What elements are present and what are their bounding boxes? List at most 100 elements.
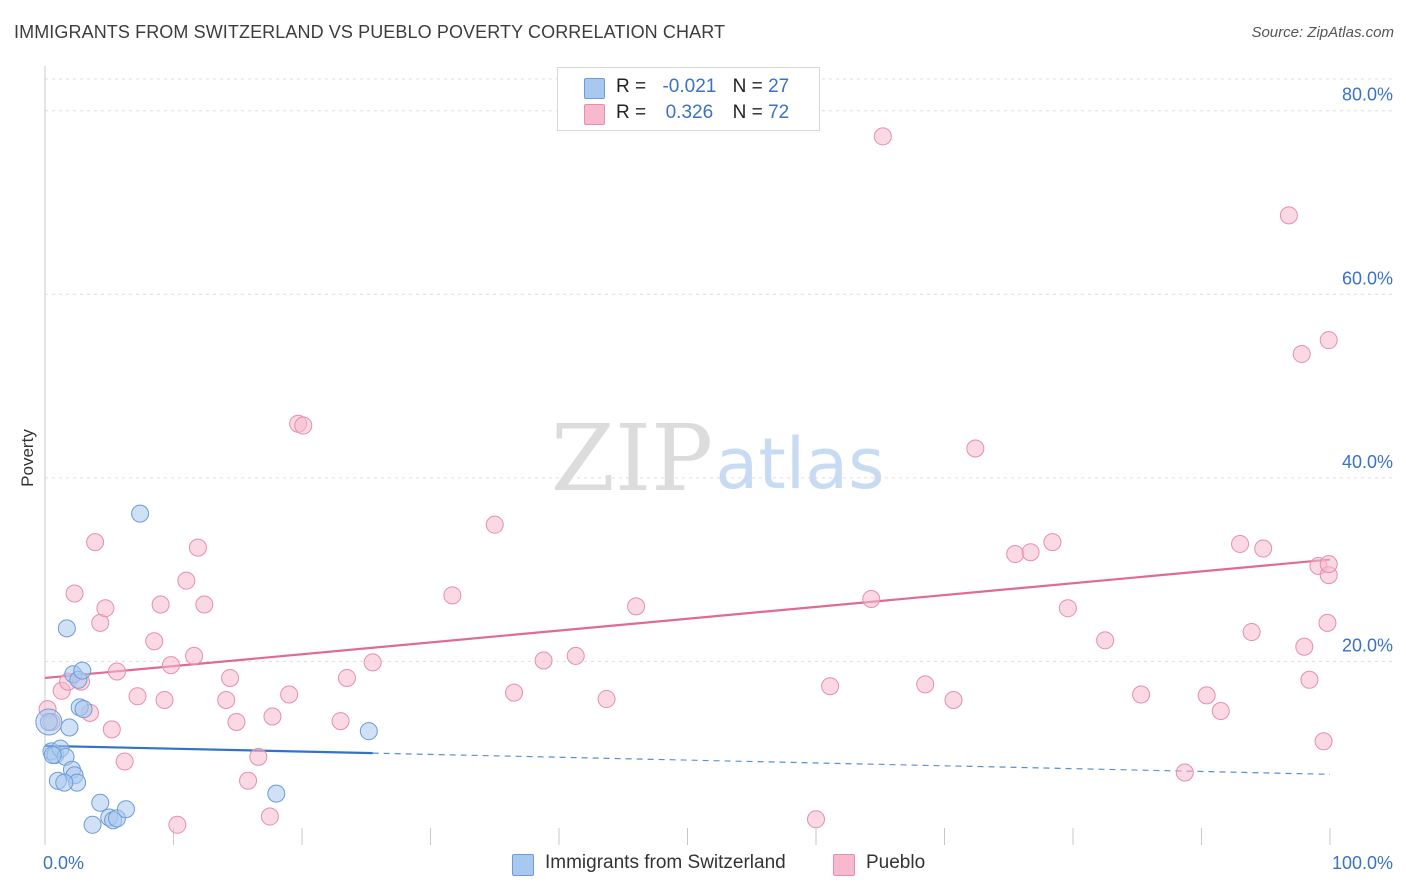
point-pueblo xyxy=(534,651,553,670)
point-switzerland xyxy=(60,718,79,737)
legend-r-value: 0.326 xyxy=(665,102,714,123)
point-switzerland xyxy=(55,773,74,792)
legend-r-label: R = xyxy=(616,76,647,97)
gridlines xyxy=(45,78,1392,662)
point-pueblo xyxy=(443,586,462,605)
point-pueblo xyxy=(566,646,585,665)
trend-line-switzerland xyxy=(44,744,373,755)
point-pueblo xyxy=(1279,206,1298,225)
point-switzerland xyxy=(74,700,93,719)
bottom-legend-swatch-blue xyxy=(512,854,534,876)
legend-n-value: 72 xyxy=(768,102,790,123)
point-pueblo xyxy=(168,815,187,834)
point-pueblo xyxy=(227,713,246,732)
bottom-legend-label: Immigrants from Switzerland xyxy=(545,852,786,873)
point-pueblo xyxy=(128,687,147,706)
point-pueblo xyxy=(294,416,313,435)
trend-line-pueblo xyxy=(44,558,1331,680)
trend-line-switzerland-dashed xyxy=(372,752,1331,775)
point-pueblo xyxy=(221,668,240,687)
point-pueblo xyxy=(260,807,279,826)
point-pueblo xyxy=(1197,686,1216,705)
point-pueblo xyxy=(151,595,170,614)
point-pueblo xyxy=(280,685,299,704)
point-switzerland xyxy=(57,619,76,638)
point-pueblo xyxy=(1132,685,1151,704)
chart-title: IMMIGRANTS FROM SWITZERLAND VS PUEBLO PO… xyxy=(14,22,726,42)
point-pueblo xyxy=(217,690,236,709)
point-pueblo xyxy=(1211,701,1230,720)
y-tick-label: 20.0% xyxy=(1342,635,1393,655)
point-switzerland xyxy=(43,746,62,765)
point-pueblo xyxy=(145,632,164,651)
point-pueblo xyxy=(1175,763,1194,782)
legend-n-label: N = xyxy=(732,76,763,97)
point-pueblo xyxy=(485,515,504,534)
point-pueblo xyxy=(597,690,616,709)
point-pueblo xyxy=(188,538,207,557)
point-pueblo xyxy=(1314,732,1333,751)
legend-r-label: R = xyxy=(616,102,647,123)
point-switzerland xyxy=(91,793,110,812)
trend-lines xyxy=(44,558,1331,775)
point-pueblo xyxy=(1292,344,1311,363)
point-pueblo xyxy=(916,675,935,694)
y-tick-label: 40.0% xyxy=(1342,452,1393,472)
point-pueblo xyxy=(239,771,258,790)
point-pueblo xyxy=(1319,331,1338,350)
legend-r-value: -0.021 xyxy=(662,76,717,97)
point-pueblo xyxy=(249,747,268,766)
legend-n-label: N = xyxy=(732,102,763,123)
point-pueblo xyxy=(505,683,524,702)
point-pueblo xyxy=(1242,623,1261,642)
bottom-legend-swatch-pink xyxy=(833,854,855,876)
point-pueblo xyxy=(337,668,356,687)
point-switzerland xyxy=(83,815,102,834)
watermark-zip: ZIP xyxy=(551,405,713,512)
y-tick-label: 80.0% xyxy=(1342,85,1393,105)
axis-labels: 20.0% 40.0% 60.0% 80.0% 0.0% 100.0% Poverty xyxy=(18,85,1393,873)
point-pueblo xyxy=(65,584,84,603)
y-axis-title: Poverty xyxy=(18,429,37,487)
point-pueblo xyxy=(115,752,134,771)
x-tick-label: 0.0% xyxy=(43,853,84,873)
point-pueblo xyxy=(96,599,115,618)
point-pueblo xyxy=(363,653,382,672)
point-pueblo xyxy=(86,533,105,552)
point-pueblo xyxy=(1300,670,1319,689)
x-tick-label: 100.0% xyxy=(1332,853,1393,873)
point-pueblo xyxy=(1231,534,1250,553)
point-pueblo xyxy=(627,597,646,616)
watermark: ZIP atlas xyxy=(551,405,885,512)
point-pueblo xyxy=(155,690,174,709)
point-pueblo xyxy=(107,662,126,681)
point-pueblo xyxy=(331,712,350,731)
legend-swatch-pink xyxy=(584,104,605,125)
point-pueblo xyxy=(185,646,204,665)
point-switzerland xyxy=(73,661,92,680)
point-switzerland xyxy=(35,708,63,736)
bottom-legend-label: Pueblo xyxy=(866,852,926,873)
point-pueblo xyxy=(966,439,985,458)
point-switzerland xyxy=(116,800,135,819)
legend-n-value: 27 xyxy=(768,76,790,97)
point-switzerland xyxy=(267,784,286,803)
point-pueblo xyxy=(821,677,840,696)
point-pueblo xyxy=(161,656,180,675)
point-pueblo xyxy=(1318,613,1337,632)
data-points xyxy=(35,127,1338,834)
stats-legend: R = -0.021 N = 27 R = 0.326 N = 72 xyxy=(557,67,820,131)
legend-swatch-blue xyxy=(584,78,605,99)
point-switzerland xyxy=(359,722,378,741)
y-tick-label: 60.0% xyxy=(1342,268,1393,288)
point-pueblo xyxy=(1254,539,1273,558)
point-pueblo xyxy=(944,690,963,709)
point-pueblo xyxy=(1096,631,1115,650)
point-switzerland xyxy=(131,504,150,523)
point-pueblo xyxy=(1295,637,1314,656)
point-pueblo xyxy=(1006,545,1025,564)
point-pueblo xyxy=(1319,555,1338,574)
point-pueblo xyxy=(1058,599,1077,618)
point-pueblo xyxy=(1021,543,1040,562)
